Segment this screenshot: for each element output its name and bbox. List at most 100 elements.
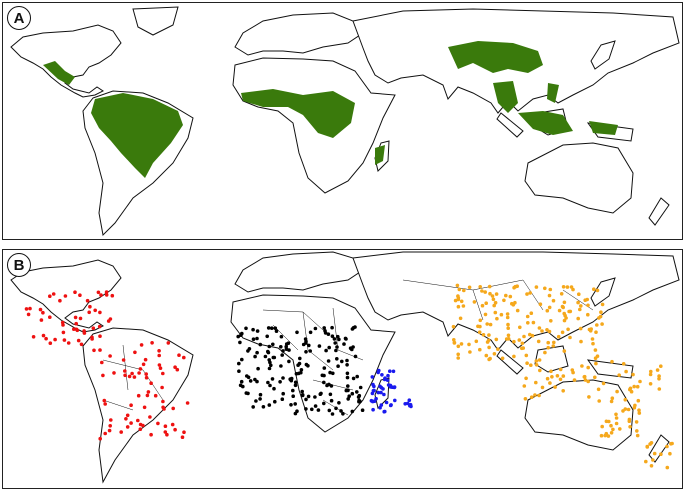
asian-record: [624, 369, 628, 374]
asian-record: [547, 293, 552, 298]
african-record: [300, 393, 305, 398]
asian-record: [551, 298, 556, 303]
african-record: [269, 363, 273, 368]
african-record: [350, 327, 355, 331]
african-record: [316, 408, 321, 412]
asian-record: [540, 385, 545, 390]
new-guinea-land: [586, 359, 634, 379]
asian-record: [478, 318, 483, 323]
african-record: [266, 326, 271, 330]
african-record: [328, 392, 333, 397]
african-record: [251, 337, 256, 341]
african-record: [304, 362, 309, 367]
asian-record: [451, 324, 456, 329]
asian-record: [480, 289, 484, 293]
neotropical-record: [165, 432, 169, 437]
asian-record: [456, 356, 461, 360]
asian-record: [570, 368, 575, 372]
asian-record: [578, 307, 582, 312]
asian-record: [627, 417, 632, 422]
asian-record: [536, 339, 541, 344]
neotropical-record: [121, 358, 126, 362]
african-record: [256, 366, 260, 371]
asian-record: [453, 298, 458, 303]
african-record: [289, 403, 293, 407]
asian-record: [571, 287, 575, 292]
asian-record: [558, 377, 563, 382]
asian-record: [512, 339, 516, 344]
asian-record: [534, 359, 539, 363]
neotropical-record: [162, 407, 166, 411]
african-record: [236, 334, 240, 339]
asian-record: [484, 353, 489, 358]
asian-record: [583, 378, 588, 382]
asian-record: [528, 332, 532, 337]
african-record: [293, 402, 298, 406]
asian-record: [452, 341, 457, 345]
asian-record: [551, 344, 556, 348]
sumatra-land: [496, 349, 524, 375]
asian-record: [458, 316, 463, 321]
african-record: [344, 337, 348, 341]
african-record: [326, 332, 331, 336]
asian-record: [548, 287, 553, 292]
african-record: [244, 326, 248, 331]
neotropical-record: [143, 357, 148, 362]
neotropical-record: [145, 393, 150, 398]
african-record: [255, 329, 260, 333]
asian-record: [635, 429, 639, 433]
asian-record: [628, 386, 633, 391]
neotropical-record: [136, 393, 141, 398]
europe-land: [234, 251, 364, 293]
asian-record: [595, 288, 600, 293]
asian-record: [487, 345, 491, 350]
neotropical-record: [41, 310, 45, 315]
asian-record: [568, 335, 572, 340]
asian-record: [472, 300, 477, 304]
african-record: [268, 360, 272, 365]
neotropical-record: [53, 337, 57, 342]
neotropical-record: [175, 367, 180, 372]
african-record: [280, 397, 285, 401]
african-record: [284, 347, 289, 351]
neotropical-record: [74, 321, 78, 326]
panel-b: B: [2, 249, 683, 489]
asian-record: [599, 310, 603, 314]
madagascar-record: [383, 376, 387, 380]
madagascar-record: [388, 383, 393, 388]
asian-record: [494, 292, 499, 296]
neotropical-record: [39, 318, 44, 322]
asian-record: [655, 368, 660, 372]
neotropical-record: [133, 350, 137, 355]
african-record: [281, 376, 285, 380]
asian-record: [528, 291, 532, 295]
african-record: [334, 406, 338, 411]
african-record: [327, 408, 332, 413]
madagascar-record: [371, 407, 375, 412]
asian-record: [586, 365, 590, 370]
forest-patch: [518, 111, 573, 135]
african-record: [266, 380, 270, 385]
african-record: [350, 409, 355, 414]
african-record: [334, 348, 338, 353]
neotropical-record: [124, 417, 128, 421]
african-record: [296, 363, 300, 367]
asian-record: [615, 389, 619, 394]
neotropical-record: [88, 304, 92, 309]
asian-record: [603, 433, 607, 438]
neotropical-record: [24, 307, 29, 311]
asian-record: [617, 373, 621, 377]
asian-record: [586, 303, 590, 308]
asian-record: [499, 312, 504, 317]
forest-patch: [547, 83, 559, 103]
madagascar-record: [403, 402, 408, 406]
african-record: [345, 375, 350, 380]
african-record: [308, 349, 313, 353]
neotropical-record: [125, 413, 130, 418]
african-record: [360, 408, 365, 412]
asian-record: [529, 363, 533, 367]
madagascar-record: [385, 378, 390, 382]
african-record: [335, 357, 339, 361]
asian-record: [592, 287, 596, 291]
neotropical-record: [163, 424, 168, 428]
